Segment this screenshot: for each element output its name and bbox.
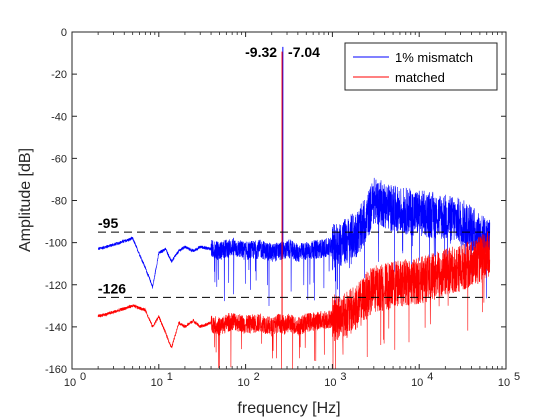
x-tick-exponent: 0 xyxy=(80,371,86,383)
x-tick-label: 10 xyxy=(324,377,336,389)
series-line-matched xyxy=(97,231,491,370)
x-tick-exponent: 5 xyxy=(514,371,520,383)
x-tick-label: 10 xyxy=(411,377,423,389)
y-tick-label: 0 xyxy=(61,27,67,39)
y-tick-label: -40 xyxy=(51,111,67,123)
x-tick-label: 10 xyxy=(498,377,510,389)
y-tick-label: -100 xyxy=(45,238,67,250)
y-axis-label: Amplitude [dB] xyxy=(17,148,34,252)
reference-lines: -95 -126 xyxy=(98,215,490,298)
peak-value-label: -7.04 xyxy=(288,44,320,60)
annotations: -9.32 -7.04 xyxy=(245,44,320,60)
legend: 1% mismatch matched xyxy=(344,42,498,91)
x-tick-label: 10 xyxy=(151,377,163,389)
x-tick-exponent: 3 xyxy=(340,371,346,383)
y-tick-label: -60 xyxy=(51,153,67,165)
series-line-mismatch xyxy=(97,177,491,307)
x-axis-label: frequency [Hz] xyxy=(237,400,340,417)
y-tick-label: -140 xyxy=(45,322,67,334)
peak-value-label: -9.32 xyxy=(245,44,277,60)
x-tick-exponent: 1 xyxy=(167,371,173,383)
y-tick-label: -20 xyxy=(51,69,67,81)
legend-entry: 1% mismatch xyxy=(395,50,473,65)
reference-line-label: -95 xyxy=(98,215,118,231)
y-tick-label: -160 xyxy=(45,364,67,376)
x-tick-label: 10 xyxy=(64,377,76,389)
legend-entry: matched xyxy=(395,70,445,85)
y-axis-ticks: 0 -20 -40 -60 -80 -100 -120 -140 -160 xyxy=(45,27,506,376)
y-tick-label: -80 xyxy=(51,196,67,208)
x-tick-exponent: 4 xyxy=(427,371,433,383)
legend-box xyxy=(344,42,498,91)
plot-lines xyxy=(97,46,491,370)
x-tick-exponent: 2 xyxy=(254,371,260,383)
reference-line-label: -126 xyxy=(98,280,126,296)
x-tick-label: 10 xyxy=(237,377,249,389)
x-axis-ticks: 10 0 10 1 10 2 10 3 10 4 10 5 xyxy=(64,32,520,389)
y-tick-label: -120 xyxy=(45,280,67,292)
